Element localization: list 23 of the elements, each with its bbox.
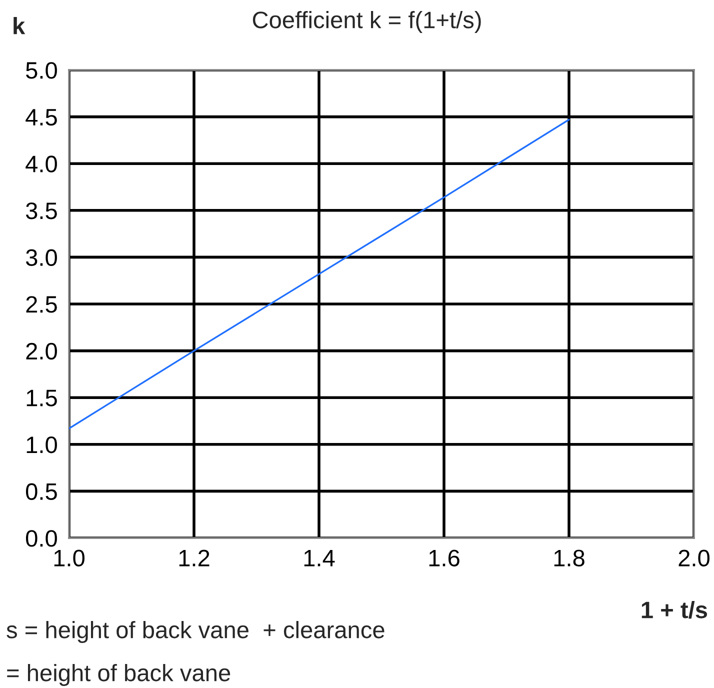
x-tick-label: 1.2 bbox=[179, 550, 210, 566]
x-tick-label: 1.8 bbox=[554, 550, 584, 566]
text: s = height of back vane + clearance bbox=[6, 620, 384, 644]
line-series bbox=[69, 118, 570, 430]
y-tick-label: 0.0 bbox=[26, 530, 57, 547]
y-tick-label: 2.5 bbox=[26, 296, 57, 313]
x-tick-label: 1.6 bbox=[429, 550, 460, 566]
y-tick-label: 5.0 bbox=[26, 62, 57, 79]
y-tick-label: 1.0 bbox=[26, 436, 57, 454]
text: = height of back vane bbox=[7, 664, 230, 686]
y-tick-label: 4.5 bbox=[26, 109, 57, 126]
y-tick-label: 2.0 bbox=[26, 342, 57, 360]
y-tick-label: 0.5 bbox=[26, 483, 57, 500]
x-tick-label: 1.4 bbox=[304, 550, 335, 566]
y-tick-label: 4.0 bbox=[26, 156, 57, 172]
x-tick-label: 2.0 bbox=[678, 550, 710, 566]
x-tick-label: 1.0 bbox=[54, 550, 84, 566]
chart-title: Coefficient k = f(1+t/s) bbox=[252, 10, 481, 33]
y-tick-label: 1.5 bbox=[26, 390, 57, 406]
x-axis-title: 1 + t/s bbox=[642, 600, 708, 619]
y-tick-label: 3.5 bbox=[26, 202, 57, 220]
y-tick-label: 3.0 bbox=[26, 249, 57, 266]
y-axis-title: k bbox=[14, 16, 26, 34]
